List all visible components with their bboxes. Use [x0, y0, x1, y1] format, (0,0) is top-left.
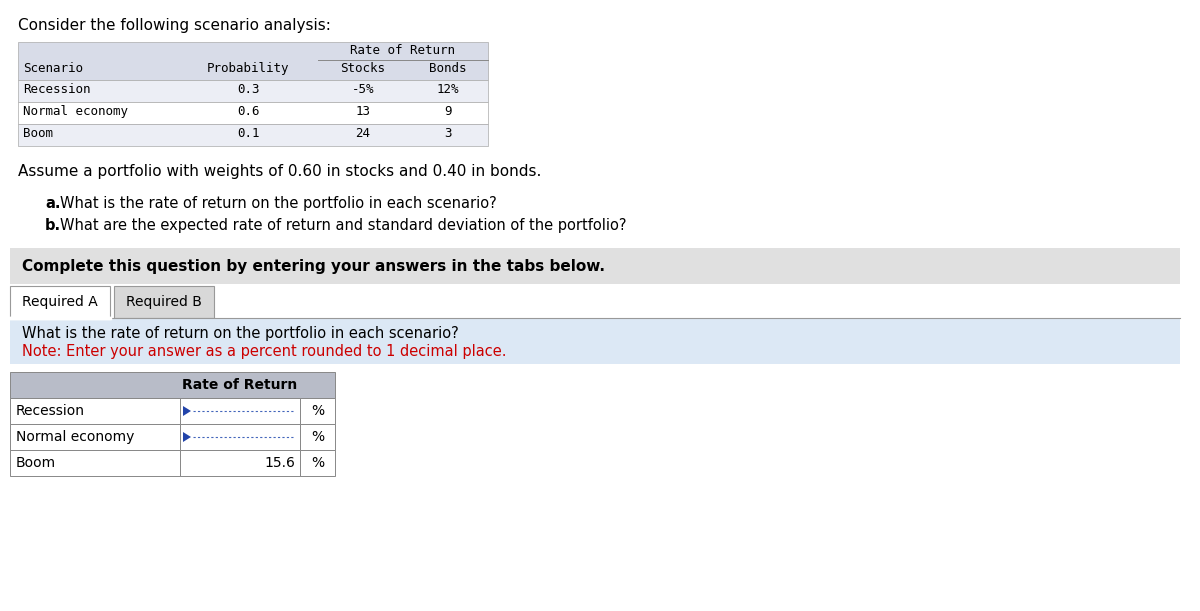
Bar: [10, 424, 180, 450]
Text: %: %: [311, 430, 324, 444]
Text: Note: Enter your answer as a percent rounded to 1 decimal place.: Note: Enter your answer as a percent rou…: [22, 344, 506, 359]
Text: Complete this question by entering your answers in the tabs below.: Complete this question by entering your …: [22, 258, 605, 274]
Bar: [180, 450, 300, 476]
Bar: [180, 398, 300, 424]
Bar: [10, 318, 1180, 364]
Bar: [10, 248, 1180, 284]
Text: Normal economy: Normal economy: [23, 105, 128, 118]
Polygon shape: [182, 406, 191, 416]
Text: 24: 24: [355, 127, 371, 140]
Text: Required B: Required B: [126, 295, 202, 309]
Text: 0.3: 0.3: [236, 83, 259, 96]
Text: Normal economy: Normal economy: [16, 430, 134, 444]
Text: Required A: Required A: [22, 295, 98, 309]
Bar: [300, 398, 335, 424]
Text: b.: b.: [46, 218, 61, 233]
Bar: [180, 424, 300, 450]
Text: Assume a portfolio with weights of 0.60 in stocks and 0.40 in bonds.: Assume a portfolio with weights of 0.60 …: [18, 164, 541, 179]
Bar: [18, 102, 488, 124]
Text: What is the rate of return on the portfolio in each scenario?: What is the rate of return on the portfo…: [22, 326, 458, 341]
Text: What is the rate of return on the portfolio in each scenario?: What is the rate of return on the portfo…: [60, 196, 497, 211]
Text: %: %: [311, 404, 324, 418]
Text: Bonds: Bonds: [430, 62, 467, 75]
Text: Rate of Return: Rate of Return: [182, 378, 298, 392]
Text: Consider the following scenario analysis:: Consider the following scenario analysis…: [18, 18, 331, 33]
Text: What are the expected rate of return and standard deviation of the portfolio?: What are the expected rate of return and…: [60, 218, 626, 233]
Text: a.: a.: [46, 196, 60, 211]
Text: 0.1: 0.1: [236, 127, 259, 140]
Text: Probability: Probability: [206, 62, 289, 75]
Bar: [114, 286, 214, 318]
Bar: [300, 424, 335, 450]
Bar: [10, 372, 335, 398]
Text: Stocks: Stocks: [341, 62, 385, 75]
Bar: [10, 450, 180, 476]
Bar: [18, 42, 488, 80]
Text: Recession: Recession: [16, 404, 85, 418]
Text: Recession: Recession: [23, 83, 90, 96]
Bar: [300, 450, 335, 476]
Text: 0.6: 0.6: [236, 105, 259, 118]
Polygon shape: [182, 432, 191, 442]
Text: %: %: [311, 456, 324, 470]
Text: 3: 3: [444, 127, 451, 140]
Text: Boom: Boom: [16, 456, 56, 470]
Text: 12%: 12%: [437, 83, 460, 96]
Text: Boom: Boom: [23, 127, 53, 140]
Bar: [10, 398, 180, 424]
Bar: [18, 124, 488, 146]
Bar: [10, 286, 110, 318]
Text: 13: 13: [355, 105, 371, 118]
Text: 9: 9: [444, 105, 451, 118]
Bar: [18, 80, 488, 102]
Text: Rate of Return: Rate of Return: [350, 44, 456, 57]
Text: Scenario: Scenario: [23, 62, 83, 75]
Text: -5%: -5%: [352, 83, 374, 96]
Text: 15.6: 15.6: [264, 456, 295, 470]
